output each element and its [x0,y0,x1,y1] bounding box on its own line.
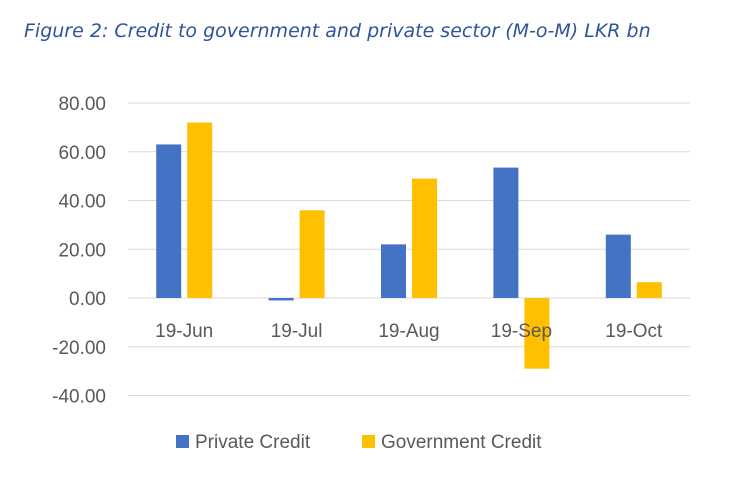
x-category-label: 19-Aug [378,321,439,342]
x-category-label: 19-Sep [491,321,552,342]
bar-government-credit-19-jul [299,210,325,298]
y-tick-label: 80.00 [58,94,106,115]
bar-private-credit-19-oct [605,234,631,298]
x-category-label: 19-Jun [155,321,213,342]
bars [156,122,662,369]
x-category-label: 19-Oct [605,321,663,342]
bar-government-credit-19-sep [524,298,550,369]
bar-private-credit-19-jul [268,298,294,301]
x-category-label: 19-Jul [271,321,323,342]
bar-government-credit-19-oct [636,282,662,298]
bar-private-credit-19-jun [156,144,182,298]
legend-label: Government Credit [381,432,542,453]
y-tick-label: 20.00 [58,240,106,261]
chart-title: Figure 2: Credit to government and priva… [24,20,651,42]
y-axis-ticks: 80.00 60.00 40.00 20.00 0.00 -20.00 -40.00 [52,94,106,408]
y-tick-label: -40.00 [52,387,106,408]
bar-private-credit-19-aug [381,244,406,298]
bar-private-credit-19-sep [493,167,519,298]
y-tick-label: -20.00 [52,338,106,359]
legend-swatch [362,435,375,448]
x-axis-labels: 19-Jun 19-Jul 19-Aug 19-Sep 19-Oct [155,321,663,342]
bar-government-credit-19-jun [187,122,213,298]
legend-swatch [176,435,189,448]
bar-government-credit-19-aug [412,178,437,298]
legend-label: Private Credit [195,432,311,453]
legend: Private Credit Government Credit [176,432,542,453]
y-tick-label: 40.00 [58,192,106,213]
y-tick-label: 60.00 [58,143,106,164]
gridlines [128,102,690,396]
y-tick-label: 0.00 [69,289,106,310]
